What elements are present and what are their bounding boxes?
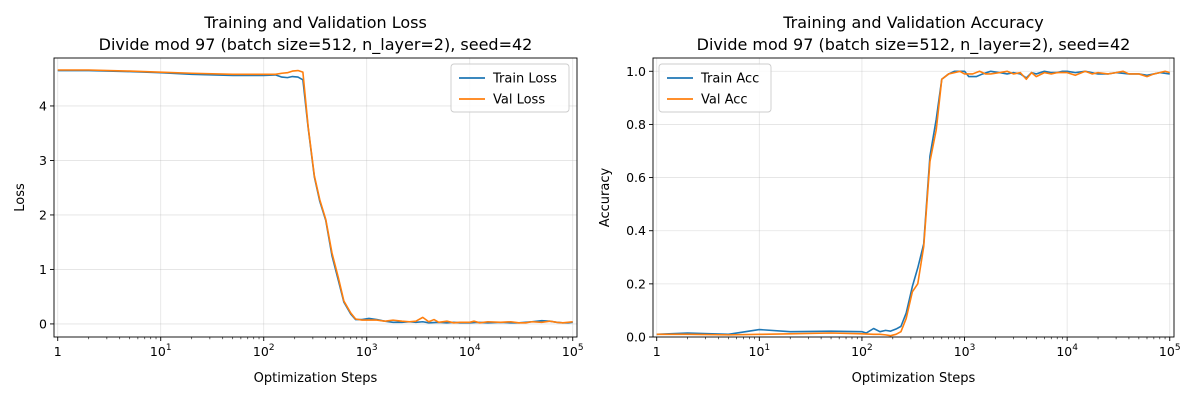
y-tick-label: 1 <box>39 262 47 277</box>
series-lines <box>656 70 1170 337</box>
x-tick-label: 104 <box>1056 343 1078 359</box>
grid <box>54 58 577 337</box>
legend-box <box>658 63 772 113</box>
x-tick-label: 1 <box>653 344 661 359</box>
y-tick-label: 3 <box>39 153 47 168</box>
x-tick-label: 102 <box>253 343 275 359</box>
y-tick-label: 0.2 <box>626 276 646 291</box>
chart-title: Training and Validation Accuracy <box>782 13 1044 32</box>
x-tick-label: 103 <box>356 343 378 359</box>
y-tick-label: 0.0 <box>626 330 646 345</box>
y-tick-label: 4 <box>39 98 47 113</box>
legend-box <box>450 63 570 113</box>
legend: Train Acc Val Acc <box>658 63 772 113</box>
y-tick-label: 0.4 <box>626 223 646 238</box>
x-axis-label: Optimization Steps <box>852 371 976 386</box>
x-tick-label: 105 <box>562 343 584 359</box>
legend-label: Val Loss <box>493 93 545 108</box>
chart-title: Training and Validation Loss <box>203 13 427 32</box>
y-tick-label: 0.6 <box>626 170 646 185</box>
axes-frame <box>53 57 578 338</box>
loss-chart: Training and Validation Loss Divide mod 9… <box>13 13 584 386</box>
series-line-val <box>656 70 1170 337</box>
x-tick-label: 1 <box>54 344 62 359</box>
chart-subtitle: Divide mod 97 (batch size=512, n_layer=2… <box>697 35 1131 55</box>
x-tick-label: 103 <box>954 343 976 359</box>
x-tick-label: 104 <box>459 343 481 359</box>
x-tick-label: 105 <box>1159 343 1181 359</box>
chart-subtitle: Divide mod 97 (batch size=512, n_layer=2… <box>99 35 533 55</box>
x-axis-label: Optimization Steps <box>254 371 378 386</box>
series-line-train <box>656 70 1170 336</box>
y-tick-label: 1.0 <box>626 64 646 79</box>
x-tick-label: 102 <box>851 343 873 359</box>
y-axis-label: Accuracy <box>598 168 613 228</box>
legend-label: Train Acc <box>700 72 759 87</box>
accuracy-chart: Training and Validation Accuracy Divide m… <box>598 13 1181 386</box>
x-tick-label: 101 <box>150 343 172 359</box>
legend: Train Loss Val Loss <box>450 63 570 113</box>
y-tick-label: 2 <box>39 207 47 222</box>
axes-frame <box>652 57 1175 338</box>
x-tick-label: 101 <box>749 343 771 359</box>
y-tick-label: 0 <box>39 316 47 331</box>
series-lines <box>57 69 573 324</box>
legend-label: Val Acc <box>701 93 748 108</box>
y-tick-label: 0.8 <box>626 117 646 132</box>
y-axis-label: Loss <box>13 183 28 212</box>
legend-label: Train Loss <box>492 72 557 87</box>
series-line-val <box>57 69 573 324</box>
